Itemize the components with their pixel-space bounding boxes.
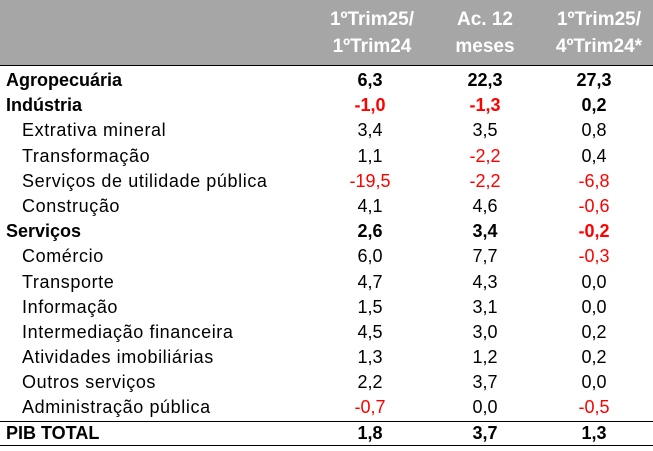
table-row: Serviços de utilidade pública -19,5 -2,2 -6… <box>0 169 653 194</box>
row-value-col3: 0,0 <box>581 296 607 317</box>
row-label: Construção <box>22 195 121 216</box>
row-value-col2: 3,0 <box>472 321 498 342</box>
row-label: Agropecuária <box>6 70 123 90</box>
row-value-col1: 2,2 <box>357 372 383 393</box>
table-row: Outros serviços 2,2 3,7 0,0 <box>0 370 653 395</box>
row-label: Transporte <box>22 271 115 292</box>
row-value-col2: 4,3 <box>472 271 498 292</box>
header-col-12m-line1: Ac. 12 <box>457 9 513 30</box>
row-label: Transformação <box>22 145 151 166</box>
table-row: Indústria -1,0 -1,3 0,2 <box>0 93 653 118</box>
row-value-col1: 6,0 <box>357 246 383 267</box>
table-body: Agropecuária 6,3 22,3 27,3 Indústria -1,0 -1,3… <box>0 68 653 446</box>
total-row: PIB TOTAL 1,8 3,7 1,3 <box>0 420 653 446</box>
row-label: Outros serviços <box>22 372 157 393</box>
row-value-col1: -19,5 <box>349 170 391 191</box>
row-value-col3: 0,2 <box>581 347 607 368</box>
row-value-col2: 3,1 <box>472 296 498 317</box>
table-row: Comércio 6,0 7,7 -0,3 <box>0 244 653 269</box>
header-col-yoy-line1: 1ºTrim25/ <box>329 9 415 30</box>
row-value-col1: 3,4 <box>357 120 383 141</box>
row-label: Serviços de utilidade pública <box>22 170 268 191</box>
row-value-col1: 1,1 <box>357 145 383 166</box>
header-col-qoq-line2: 4ºTrim24* <box>555 36 643 57</box>
row-label: Comércio <box>22 246 104 267</box>
row-value-col3: 0,2 <box>581 95 607 116</box>
row-value-col1: -1,0 <box>354 95 386 116</box>
row-label: Indústria <box>6 95 83 116</box>
row-value-col1: 1,5 <box>357 296 383 317</box>
table-row: Administração pública -0,7 0,0 -0,5 <box>0 395 653 420</box>
header-col-qoq: 1ºTrim25/ 4ºTrim24* <box>544 6 653 60</box>
table-row: Extrativa mineral 3,4 3,5 0,8 <box>0 118 653 143</box>
table-row: Agropecuária 6,3 22,3 27,3 <box>0 68 653 93</box>
row-value-col2: 3,7 <box>472 372 498 393</box>
table-header: 1ºTrim25/ 1ºTrim24 Ac. 12 meses 1ºTrim25… <box>0 0 653 66</box>
row-value-col2: -2,2 <box>469 170 501 191</box>
row-value-col2: 3,4 <box>472 221 498 242</box>
table-row: Intermediação financeira 4,5 3,0 0,2 <box>0 320 653 345</box>
row-value-col3: -0,5 <box>578 397 610 418</box>
row-value-col1: 4,7 <box>357 271 383 292</box>
header-col-12m-line2: meses <box>455 36 515 57</box>
row-label: Administração pública <box>22 397 211 418</box>
row-value-col2: -2,2 <box>469 145 501 166</box>
header-col-yoy-line2: 1ºTrim24 <box>332 36 412 57</box>
row-value-col2: 4,6 <box>472 195 498 216</box>
header-col-yoy: 1ºTrim25/ 1ºTrim24 <box>322 6 422 60</box>
row-value-col3: -0,2 <box>578 221 610 242</box>
header-col-qoq-line1: 1ºTrim25/ <box>556 9 642 30</box>
row-value-col2: 1,2 <box>472 347 498 368</box>
row-value-col1: 4,1 <box>357 195 383 216</box>
row-label: Intermediação financeira <box>22 321 234 342</box>
row-value-col3: -6,8 <box>578 170 610 191</box>
row-label: Serviços <box>6 221 82 242</box>
table-row: Transporte 4,7 4,3 0,0 <box>0 270 653 295</box>
row-value-col3: -0,6 <box>578 195 610 216</box>
table-row: Construção 4,1 4,6 -0,6 <box>0 194 653 219</box>
row-value-col1: 4,5 <box>357 321 383 342</box>
row-value-col3: -0,3 <box>578 246 610 267</box>
row-value-col3: 0,4 <box>581 145 607 166</box>
row-value-col1: 1,3 <box>357 347 383 368</box>
row-label: Atividades imobiliárias <box>22 347 214 368</box>
row-label: PIB TOTAL <box>6 422 100 443</box>
row-value-col2: 0,0 <box>472 397 498 418</box>
row-value-col1: 6,3 <box>357 70 383 90</box>
row-value-col2: 22,3 <box>467 70 503 90</box>
row-value-col3: 0,0 <box>581 372 607 393</box>
row-value-col3: 27,3 <box>576 70 612 90</box>
row-value-col2: 3,5 <box>472 120 498 141</box>
table-row: Serviços 2,6 3,4 -0,2 <box>0 219 653 244</box>
table-row: Informação 1,5 3,1 0,0 <box>0 295 653 320</box>
row-value-col1: -0,7 <box>354 397 386 418</box>
header-col-12m: Ac. 12 meses <box>435 6 535 60</box>
table-row: Transformação 1,1 -2,2 0,4 <box>0 144 653 169</box>
row-value-col3: 0,2 <box>581 321 607 342</box>
row-value-col3: 0,0 <box>581 271 607 292</box>
row-value-col2: 3,7 <box>472 422 498 443</box>
row-value-col1: 2,6 <box>357 221 383 242</box>
row-value-col2: 7,7 <box>472 246 498 267</box>
row-value-col3: 0,8 <box>581 120 607 141</box>
row-label: Informação <box>22 296 119 317</box>
table-row: Atividades imobiliárias 1,3 1,2 0,2 <box>0 345 653 370</box>
row-label: Extrativa mineral <box>22 120 167 141</box>
row-value-col2: -1,3 <box>469 95 501 116</box>
row-value-col1: 1,8 <box>357 422 383 443</box>
row-value-col3: 1,3 <box>581 422 607 443</box>
